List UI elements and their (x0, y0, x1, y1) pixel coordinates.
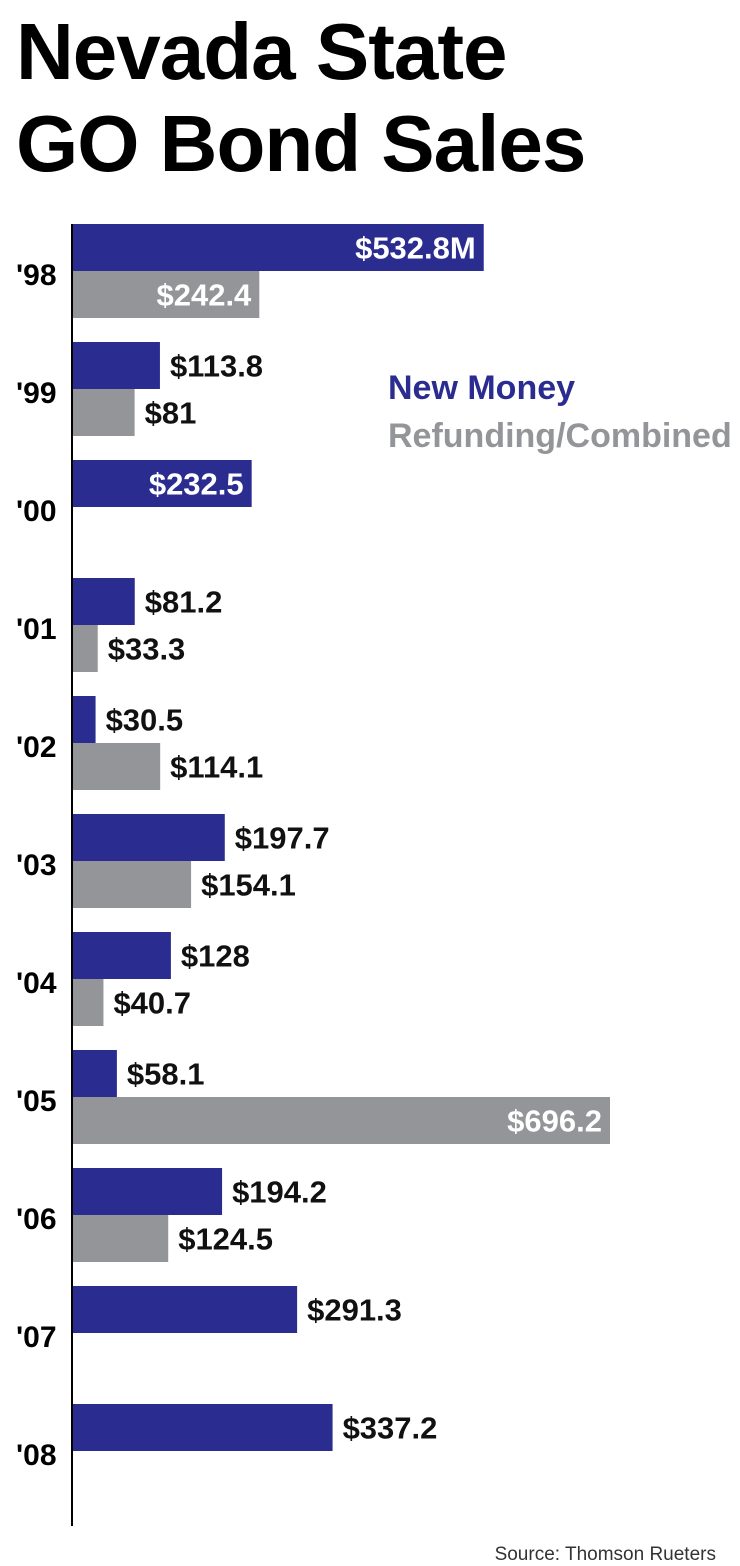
bar-new-money (72, 460, 252, 507)
chart-title-line-2: GO Bond Sales (16, 99, 586, 188)
bar-refunding (72, 743, 161, 790)
category-label: '07 (16, 1321, 57, 1354)
legend-new-money: New Money (388, 369, 576, 407)
bar-new-money (72, 1404, 333, 1451)
data-label-new-money: $194.2 (232, 1175, 327, 1210)
bar-new-money (72, 814, 225, 861)
bar-new-money (72, 1286, 298, 1333)
data-label-new-money: $337.2 (343, 1411, 438, 1446)
data-label-new-money: $232.5 (149, 467, 244, 502)
category-label: '06 (16, 1203, 57, 1236)
category-label: '08 (16, 1439, 57, 1472)
category-label: '04 (16, 967, 57, 1000)
legend: New Money Refunding/Combined (388, 364, 732, 460)
data-label-new-money: $197.7 (235, 821, 330, 856)
bar-refunding (72, 1215, 169, 1262)
bar-refunding (72, 625, 98, 672)
bar-new-money (72, 932, 171, 979)
data-label-new-money: $81.2 (145, 585, 223, 620)
bar-refunding (72, 389, 135, 436)
data-label-new-money: $291.3 (307, 1293, 402, 1328)
bar-refunding (72, 271, 260, 318)
data-label-refunding: $696.2 (507, 1104, 602, 1139)
bar-new-money (72, 342, 160, 389)
data-label-new-money: $128 (181, 939, 250, 974)
chart-title: Nevada State GO Bond Sales (16, 6, 726, 190)
data-label-refunding: $124.5 (178, 1222, 273, 1257)
category-label: '98 (16, 259, 57, 292)
bar-new-money (72, 1168, 223, 1215)
legend-refunding: Refunding/Combined (388, 417, 732, 455)
category-label: '05 (16, 1085, 57, 1118)
data-label-new-money: $30.5 (106, 703, 184, 738)
bar-refunding (72, 1097, 610, 1144)
category-label: '02 (16, 731, 57, 764)
bar-new-money (72, 224, 484, 271)
data-label-refunding: $242.4 (156, 278, 252, 313)
data-label-new-money: $532.8M (355, 231, 476, 266)
bar-new-money (72, 578, 135, 625)
data-label-refunding: $114.1 (170, 750, 263, 785)
data-label-refunding: $40.7 (113, 986, 191, 1021)
data-label-refunding: $81 (145, 396, 197, 431)
data-label-new-money: $58.1 (127, 1057, 205, 1092)
data-label-refunding: $154.1 (201, 868, 296, 903)
category-label: '99 (16, 377, 57, 410)
bar-new-money (72, 1050, 117, 1097)
category-label: '01 (16, 613, 57, 646)
source-note: Source: Thomson Rueters (494, 1544, 716, 1565)
category-label: '00 (16, 495, 57, 528)
data-label-new-money: $113.8 (170, 349, 263, 384)
data-label-refunding: $33.3 (108, 632, 186, 667)
chart-title-line-1: Nevada State (16, 7, 507, 96)
bar-new-money (72, 696, 96, 743)
bar-refunding (72, 861, 192, 908)
category-label: '03 (16, 849, 57, 882)
bar-refunding (72, 979, 104, 1026)
